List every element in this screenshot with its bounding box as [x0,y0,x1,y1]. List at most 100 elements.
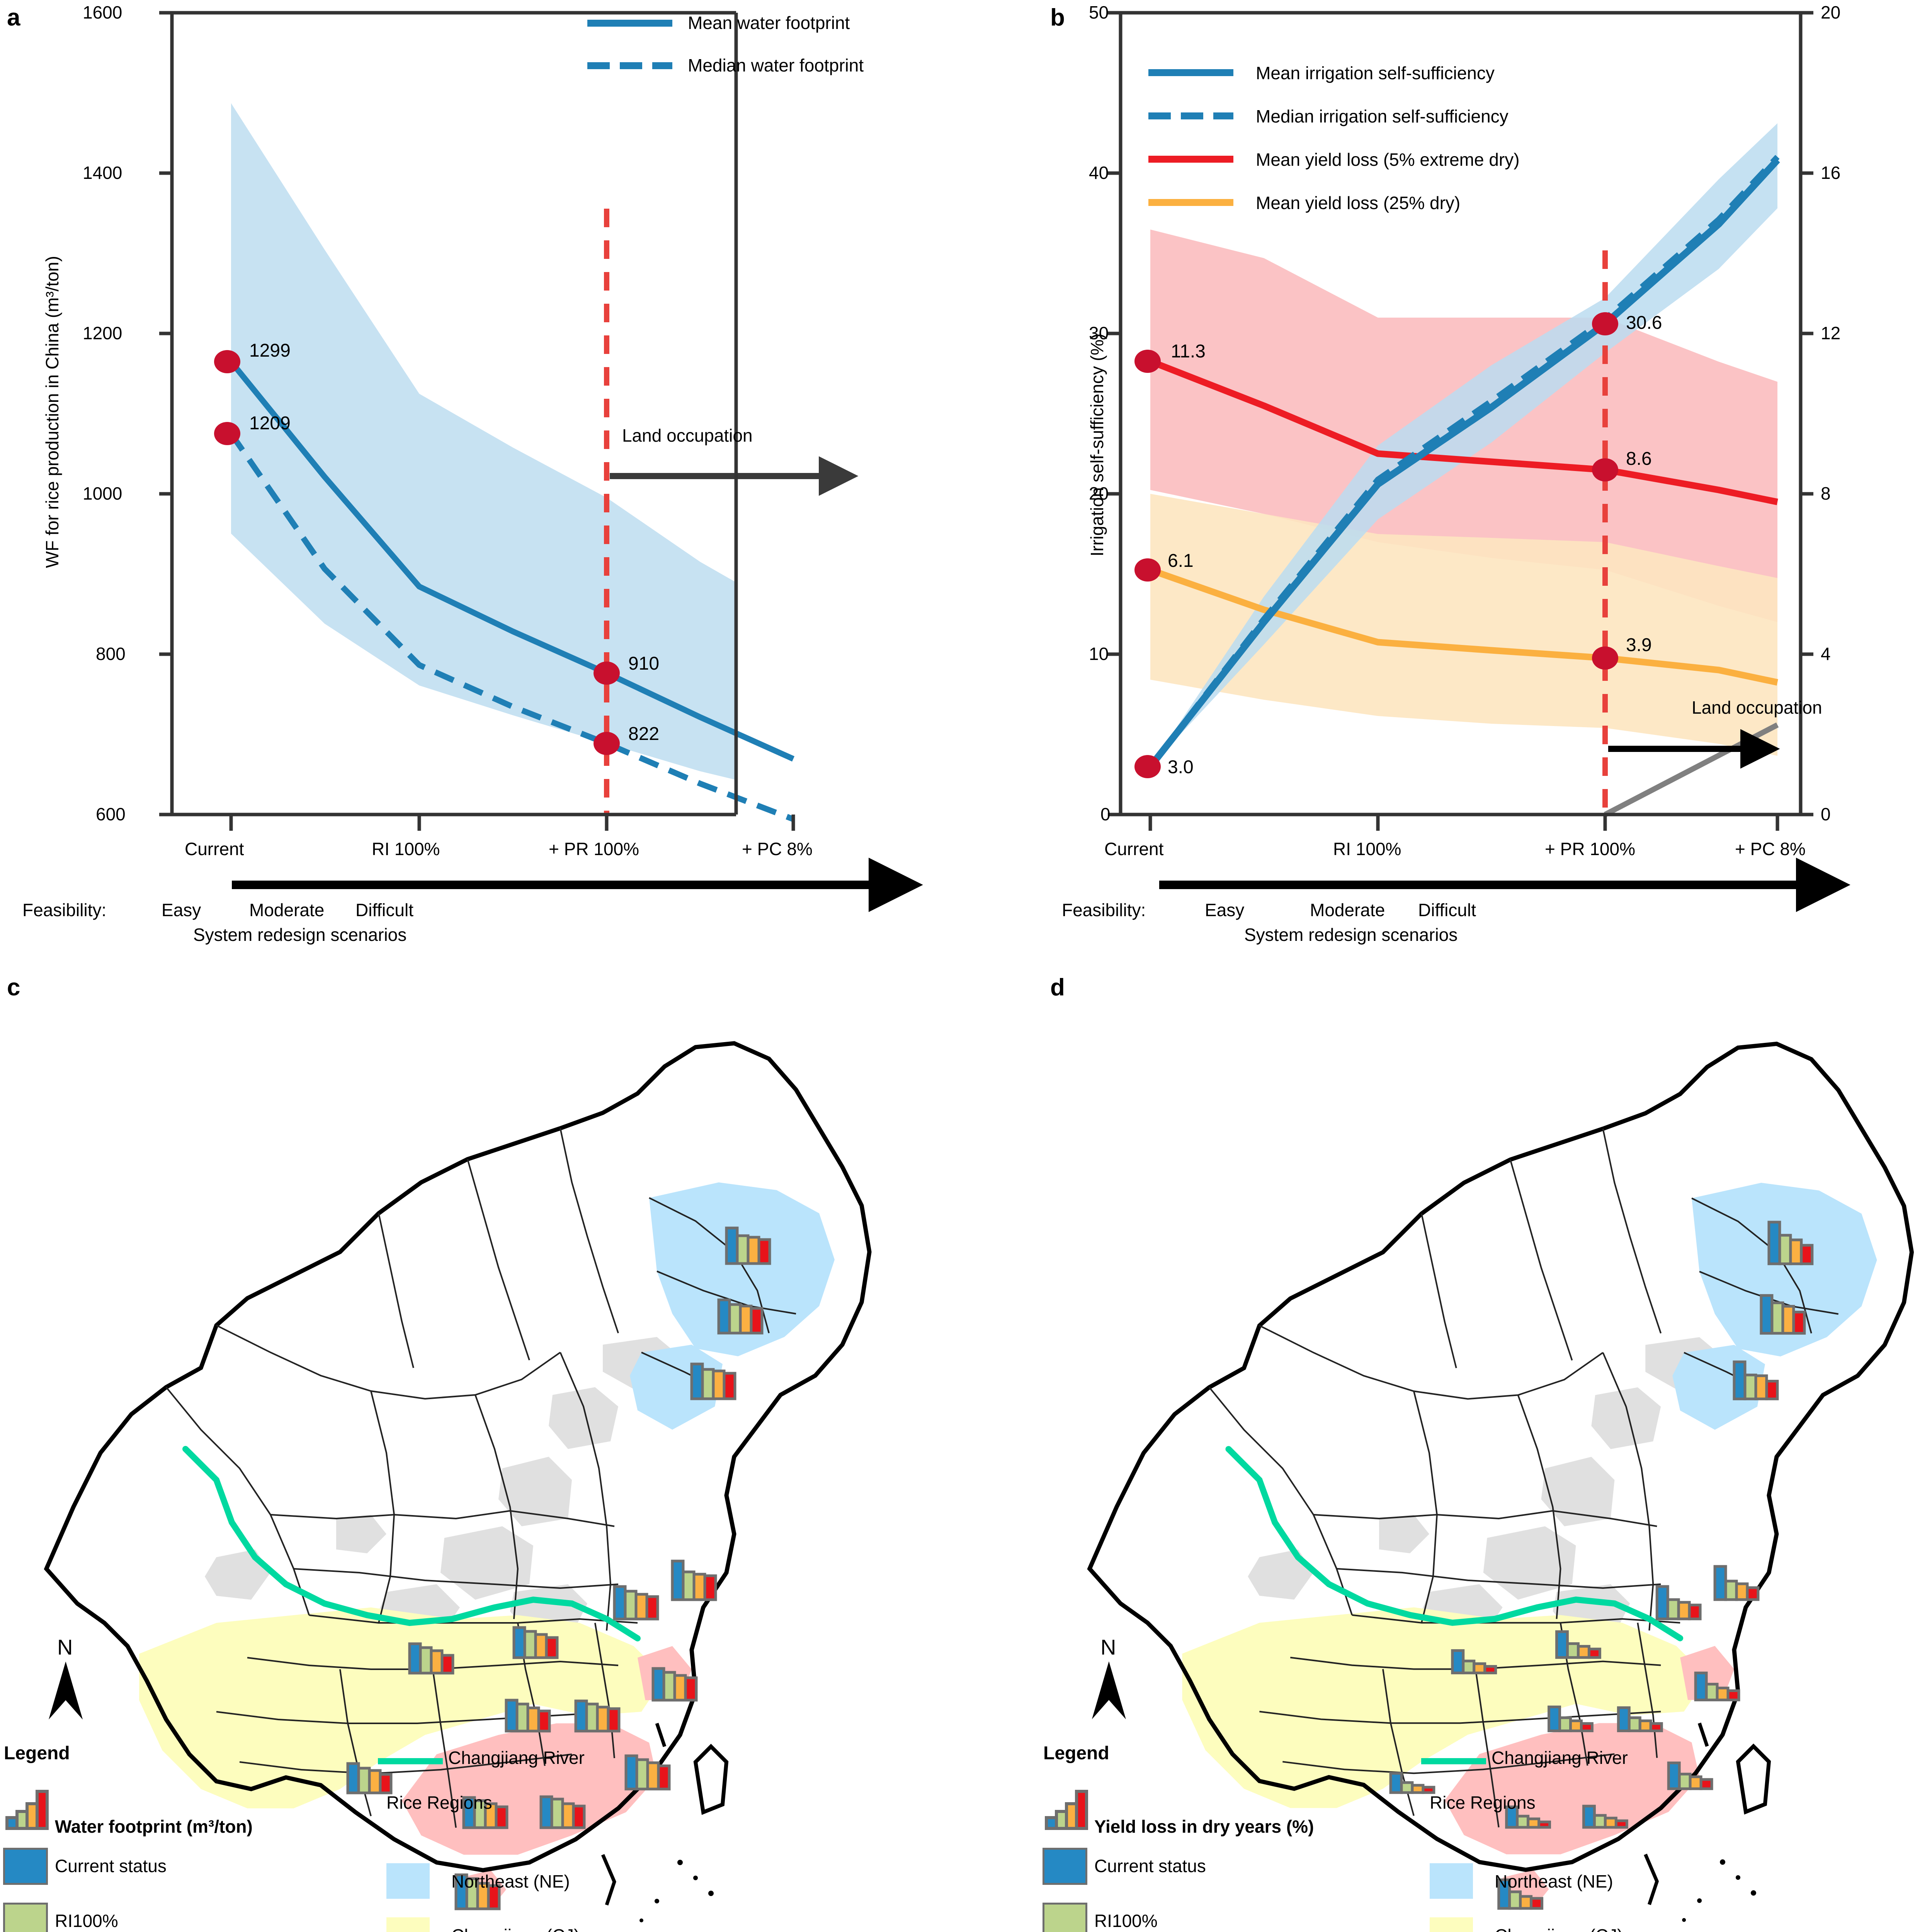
panel-c-metric-label: Water footprint (m³/ton) [55,1816,253,1837]
panel-d-map-body [1087,1041,1914,1922]
panel-b-ytick-r3: 12 [1821,323,1841,343]
panel-a-feasibility-difficult: Difficult [355,900,413,920]
panel-b-xtick-pc8: + PC 8% [1735,839,1806,859]
panel-b-feasibility-label: Feasibility: [1062,900,1146,920]
panel-b-chart [1108,11,1850,912]
panel-b-feasibility-difficult: Difficult [1418,900,1476,920]
panel-c-river-label: Changjiang River [448,1748,585,1768]
panel-d-river-swatch [1421,1758,1486,1764]
panel-a-xtick-pr100: + PR 100% [549,839,639,859]
panel-c-map [44,1041,872,1922]
panel-b-xtick-ri100: RI 100% [1333,839,1401,859]
panel-c-region-se [402,1723,657,1855]
panel-d-metric-icon [1045,1790,1088,1830]
panel-a-ytick-4: 1400 [83,163,122,183]
panel-b-xtick-current: Current [1104,839,1164,859]
panel-a-x-ticks [229,815,795,831]
panel-a-point-label-822: 822 [628,724,660,744]
panel-b-legend-label-median-irrigation: Median irrigation self-sufficiency [1256,106,1509,126]
panel-b-ytick-l5: 50 [1089,2,1109,22]
panel-d-regions-title: Rice Regions [1430,1793,1536,1813]
panel-a-xtick-pc8: + PC 8% [742,839,813,859]
panel-d-swatch-current [1043,1848,1087,1885]
panel-c-letter: c [7,974,20,1001]
panel-a-ytick-2: 1000 [83,483,122,503]
panel-a-point-label-910: 910 [628,653,660,674]
panel-c-swatch-current [3,1848,48,1885]
panel-a-ytick-0: 600 [96,804,126,824]
panel-c-islands [639,1860,714,1922]
panel-b-ytick-r2: 8 [1821,483,1831,503]
panel-c-region-label-cj: Changjiang (CJ) [451,1925,580,1932]
panel-a-letter: a [7,4,20,31]
panel-b-ytick-l1: 10 [1089,644,1109,664]
panel-a-point-label-1299: 1299 [249,340,291,361]
panel-d-region-se [1444,1723,1700,1855]
panel-c-label-current: Current status [55,1856,167,1876]
panel-d-changjiang-river [1225,1446,1684,1641]
panel-a-ytick-5: 1600 [83,2,122,22]
panel-b-xtick-pr100: + PR 100% [1545,839,1635,859]
panel-c-national-border [44,1041,872,1872]
panel-a-y-ticks [159,11,172,816]
panel-b-legend-label-dry: Mean yield loss (25% dry) [1256,193,1461,213]
panel-d-label-ri100: RI100% [1094,1911,1158,1931]
panel-d-north-arrow [1092,1661,1126,1719]
panel-b-annotation-land-occupation: Land occupation [1692,697,1822,718]
panel-c-metric-icon [5,1790,49,1830]
panel-c-changjiang-river [182,1446,641,1641]
panel-a-feasibility-label: Feasibility: [22,900,107,920]
panel-d-region-label-ne: Northeast (NE) [1495,1871,1613,1891]
panel-d-national-border [1087,1041,1914,1872]
panel-a-mean-line [229,360,795,762]
panel-b-ytick-r0: 0 [1821,804,1831,824]
panel-c-label-ri100: RI100% [55,1911,118,1931]
panel-b-line-dry [1149,566,1778,686]
panel-a-xtick-ri100: RI 100% [372,839,440,859]
panel-c-north-label: N [57,1635,73,1659]
panel-a-legend-label-median: Median water footprint [688,55,864,75]
panel-a-x-axis-title: System redesign scenarios [193,925,407,945]
panel-d-river-label: Changjiang River [1492,1748,1628,1768]
panel-a-y-axis-title: WF for rice production in China (m³/ton) [42,256,62,568]
panel-d-label-current: Current status [1094,1856,1206,1876]
panel-b-data-points [1134,312,1618,778]
panel-b-feasibility-easy: Easy [1205,900,1245,920]
panel-b-ytick-r1: 4 [1821,644,1831,664]
panel-c-region-swatch-cj [386,1917,430,1932]
panel-b-ytick-l2: 20 [1089,483,1109,503]
panel-b-ytick-r4: 16 [1821,163,1841,183]
panel-a-ytick-1: 800 [96,644,126,664]
panel-d-north-label: N [1100,1635,1116,1659]
panel-b-y-axis-left-title: Irrigation self-sufficiency (%) [1087,333,1107,556]
panel-d-metric-label: Yield loss in dry years (%) [1094,1816,1314,1837]
panel-a-legend-label-mean: Mean water footprint [688,13,850,33]
panel-a-ytick-3: 1200 [83,323,122,343]
panel-c-region-others [205,1337,680,1631]
panel-b-point-label-30: 3.0 [1168,757,1194,777]
panel-b-y-ticks-left [1108,11,1121,816]
panel-b-legend-label-mean-irrigation: Mean irrigation self-sufficiency [1256,63,1495,83]
panel-b-point-label-39: 3.9 [1626,635,1652,655]
panel-b-band-irrigation [1150,123,1777,767]
panel-c-province-bars [346,1226,771,1910]
panel-a-xtick-current: Current [185,839,244,859]
panel-c-region-label-ne: Northeast (NE) [451,1871,570,1891]
panel-a-uncertainty-band [231,103,736,780]
panel-d-map [1087,1041,1914,1922]
panel-a-chart [159,11,923,912]
panel-c-province-borders [165,1128,796,1828]
panel-a-data-points [214,350,620,755]
panel-d-swatch-ri100 [1043,1903,1087,1932]
panel-b-ytick-l3: 30 [1089,323,1109,343]
panel-b-point-label-61: 6.1 [1168,551,1194,571]
panel-d-letter: d [1050,974,1065,1001]
panel-d-region-swatch-ne [1430,1863,1473,1899]
panel-b-feasibility-moderate: Moderate [1310,900,1385,920]
panel-d-province-borders [1208,1128,1839,1828]
panel-d-region-label-cj: Changjiang (CJ) [1495,1925,1623,1932]
panel-c-river-swatch [378,1758,443,1764]
bar-cluster [725,1226,771,1265]
panel-c-region-swatch-ne [386,1863,430,1899]
